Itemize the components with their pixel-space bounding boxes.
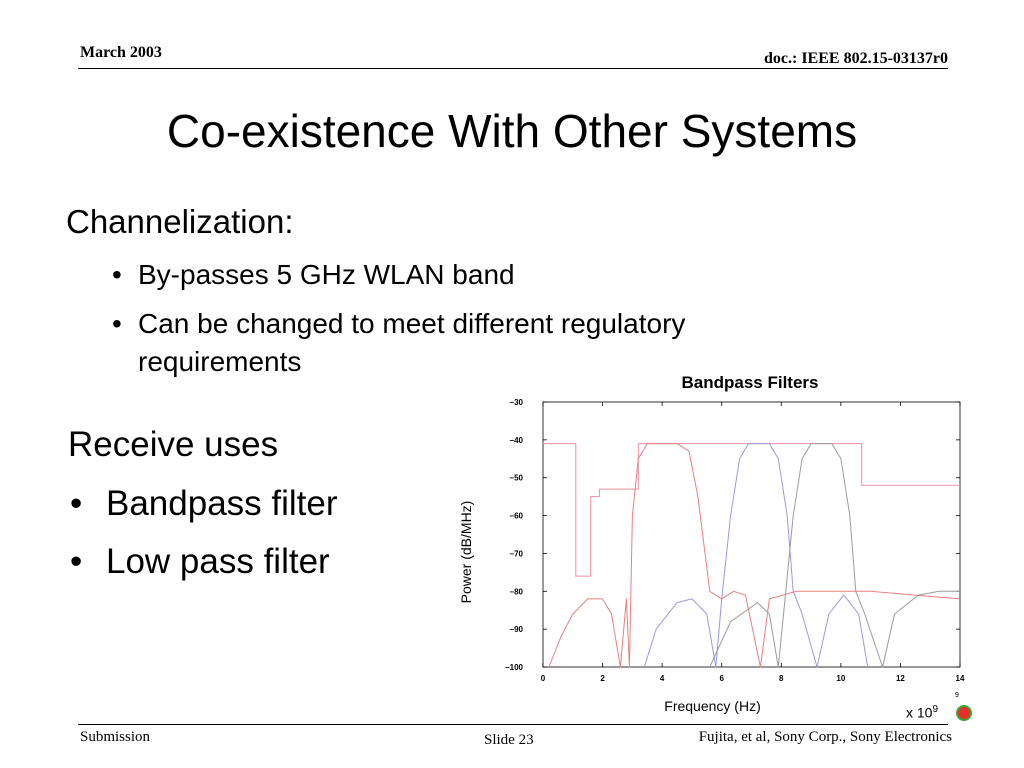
footer-submission: Submission bbox=[80, 729, 151, 745]
x-axis-multiplier: x 109 bbox=[906, 704, 938, 721]
y-tick-label: −100 bbox=[505, 663, 524, 672]
x-tick-label: 8 bbox=[779, 674, 784, 683]
x-axis-label: Frequency (Hz) bbox=[664, 698, 761, 714]
footer-divider bbox=[78, 724, 948, 725]
multiplier-exponent: 9 bbox=[932, 704, 939, 715]
x-tick-label: 12 bbox=[896, 674, 905, 683]
bullet-marker: • bbox=[70, 542, 83, 581]
bullet-text: By-passes 5 GHz WLAN band bbox=[138, 259, 515, 290]
bullet-marker: • bbox=[112, 259, 122, 290]
y-tick-label: −40 bbox=[509, 436, 523, 445]
footer-slide-number: Slide 23 bbox=[484, 732, 534, 748]
series-line-4 bbox=[709, 443, 960, 668]
y-tick-label: −30 bbox=[509, 398, 523, 407]
bullet-marker: • bbox=[112, 308, 122, 339]
plot-frame bbox=[542, 401, 961, 668]
multiplier-base: x 10 bbox=[906, 704, 933, 721]
x-tick-label: 10 bbox=[836, 674, 845, 683]
header-doc-id: doc.: IEEE 802.15-03137r0 bbox=[764, 50, 948, 67]
x-tick-label: 14 bbox=[956, 674, 965, 683]
bullet-item: • Can be changed to meet different regul… bbox=[112, 305, 838, 381]
y-axis-label: Power (dB/MHz) bbox=[458, 500, 474, 604]
series-line-1 bbox=[543, 443, 960, 577]
channelization-heading: Channelization: bbox=[66, 203, 294, 240]
header-divider bbox=[78, 68, 948, 69]
y-tick-label: −60 bbox=[509, 512, 523, 521]
header-date: March 2003 bbox=[80, 44, 162, 61]
corner-label: 9 bbox=[955, 692, 959, 699]
series-line-2 bbox=[548, 443, 961, 668]
bullet-item: • By-passes 5 GHz WLAN band bbox=[112, 256, 515, 294]
x-tick-label: 4 bbox=[660, 674, 665, 683]
footer-authors: Fujita, et al, Sony Corp., Sony Electron… bbox=[698, 729, 952, 745]
bullet-marker: • bbox=[70, 484, 83, 523]
bullet-item: • Low pass filter bbox=[70, 542, 330, 582]
record-button-icon[interactable] bbox=[956, 705, 972, 721]
bullet-text: Low pass filter bbox=[106, 542, 330, 581]
bullet-text: Can be changed to meet different regulat… bbox=[138, 308, 686, 377]
bullet-item: • Bandpass filter bbox=[70, 484, 338, 524]
x-tick-label: 0 bbox=[541, 674, 546, 683]
y-tick-label: −70 bbox=[509, 549, 523, 558]
y-tick-label: −80 bbox=[509, 587, 523, 596]
y-tick-label: −90 bbox=[509, 625, 523, 634]
chart-title: Bandpass Filters bbox=[681, 373, 819, 392]
x-tick-label: 6 bbox=[719, 674, 724, 683]
slide-title: Co-existence With Other Systems bbox=[166, 105, 858, 157]
series-line-3 bbox=[643, 443, 869, 668]
y-tick-label: −50 bbox=[509, 474, 523, 483]
bullet-text: Bandpass filter bbox=[106, 484, 338, 523]
receive-heading: Receive uses bbox=[68, 425, 279, 464]
x-tick-label: 2 bbox=[600, 674, 605, 683]
